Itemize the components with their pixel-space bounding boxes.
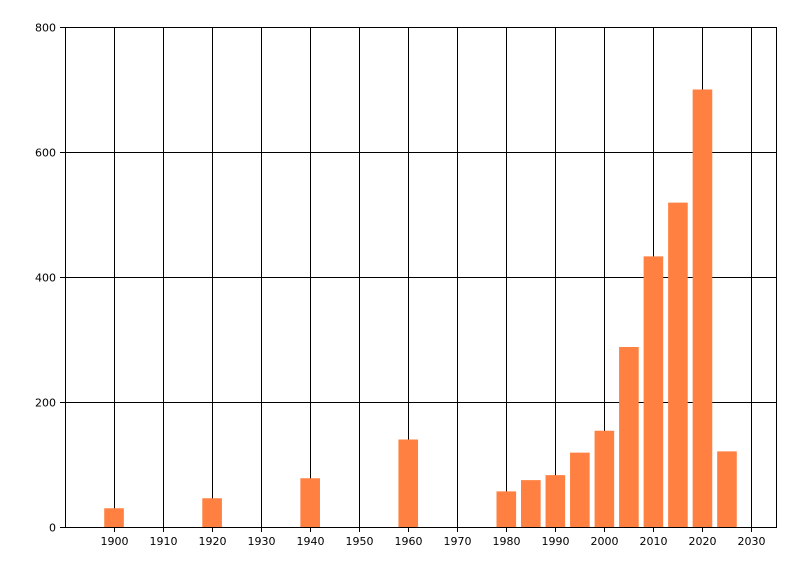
bar-1990 (545, 475, 566, 527)
x-tick-label: 1990 (542, 535, 570, 548)
y-tick-label: 200 (35, 397, 56, 410)
bar-1900 (104, 508, 124, 527)
bar-2000 (594, 430, 615, 527)
bar-2020 (692, 89, 713, 527)
y-tick-labels: 0 200 400 600 800 (35, 22, 56, 535)
bar-1940 (300, 478, 320, 527)
x-tick-label: 1900 (101, 535, 129, 548)
x-tick-label: 1930 (248, 535, 276, 548)
x-tick-label: 2010 (640, 535, 668, 548)
bar-1985 (521, 480, 541, 527)
bars (104, 89, 737, 527)
x-tick-label: 1970 (444, 535, 472, 548)
x-tick-label: 1960 (395, 535, 423, 548)
axes (65, 27, 777, 528)
bar-2010 (643, 256, 664, 527)
x-tick-label: 2030 (738, 535, 766, 548)
y-tick-label: 600 (35, 147, 56, 160)
x-tick-label: 1940 (297, 535, 325, 548)
x-tick-label: 1980 (493, 535, 521, 548)
y-tick-label: 0 (49, 522, 56, 535)
x-tick-label: 2000 (591, 535, 619, 548)
x-tick-labels: 1900 1910 1920 1930 1940 1950 1960 1970 1980 1990… (101, 535, 766, 548)
bar-1920 (202, 498, 222, 527)
x-tick-label: 2020 (689, 535, 717, 548)
bar-1980 (496, 491, 517, 527)
x-tick-label: 1920 (199, 535, 227, 548)
bar-1995 (570, 452, 590, 527)
y-tick-label: 400 (35, 272, 56, 285)
y-tick-label: 800 (35, 22, 56, 35)
bar-1960 (398, 439, 419, 527)
bar-2005 (619, 347, 639, 527)
x-tick-label: 1910 (150, 535, 178, 548)
bar-2015 (668, 202, 688, 527)
bar-2025 (717, 451, 737, 527)
x-tick-label: 1950 (346, 535, 374, 548)
